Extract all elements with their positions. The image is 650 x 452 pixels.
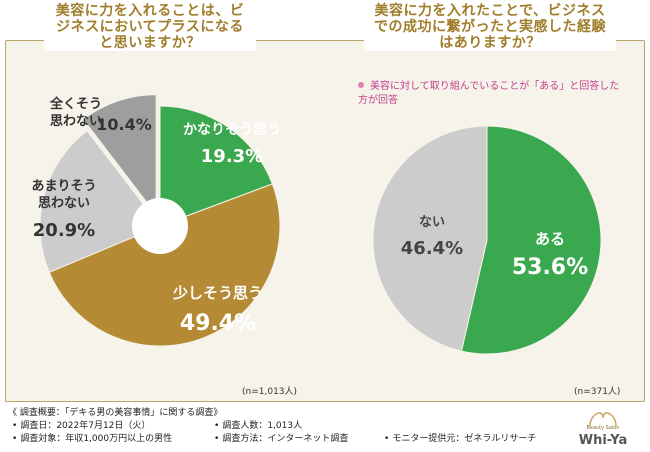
logo-tagline: Beauty Salon <box>586 425 619 431</box>
survey-summary-heading: 《 調査概要：「デキる男の美容事情」に関する調査》 <box>8 408 223 418</box>
right-chart-title: 美容に力を入れたことで、ビジネスでの成功に繋がったと実感した経験はありますか？ <box>364 3 616 51</box>
respondent-note-text: 美容に対して取り組んでいることが「ある」と回答した方が回答 <box>358 81 620 106</box>
survey-item-method: • 調査方法：インターネット調査 <box>214 434 349 444</box>
right-sample-size: (n=371人) <box>574 387 621 397</box>
left-sample-size: (n=1,013人) <box>242 387 298 397</box>
bullet-dot-icon <box>358 82 364 88</box>
survey-item-provider: • モニター提供元：ゼネラルリサーチ <box>384 434 537 444</box>
survey-item-date: • 調査日：2022年7月12日（火） <box>12 421 151 431</box>
whiya-logo: Beauty Salon Whi-Ya <box>568 406 638 448</box>
left-chart-title: 美容に力を入れることは、ビジネスにおいてプラスになると思いますか？ <box>44 3 256 51</box>
survey-item-count: • 調査人数：1,013人 <box>214 421 303 431</box>
respondent-note: 美容に対して取り組んでいることが「ある」と回答した方が回答 <box>358 80 620 108</box>
logo-name: Whi-Ya <box>579 433 628 448</box>
survey-item-target: • 調査対象：年収1,000万円以上の男性 <box>12 434 173 444</box>
